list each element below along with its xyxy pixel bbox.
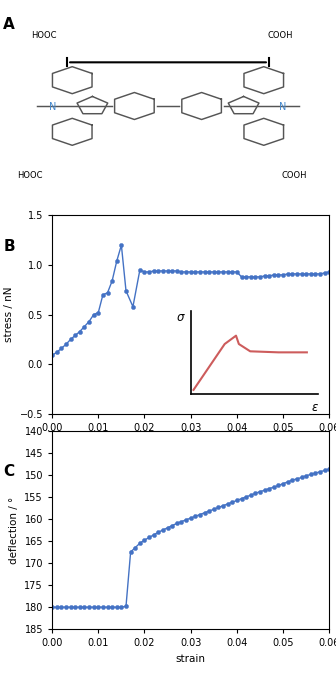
Text: COOH: COOH [268,31,293,40]
Y-axis label: deflection / °: deflection / ° [9,497,19,563]
Text: C: C [3,464,14,479]
Text: B: B [3,239,15,254]
Text: COOH: COOH [281,172,307,180]
Y-axis label: stress / nN: stress / nN [4,287,14,343]
X-axis label: strain: strain [176,654,206,664]
Text: HOOC: HOOC [31,31,56,40]
Text: A: A [3,17,15,32]
Text: N: N [49,102,57,112]
Text: HOOC: HOOC [17,172,43,180]
X-axis label: strain: strain [176,439,206,448]
Text: N: N [279,102,287,112]
